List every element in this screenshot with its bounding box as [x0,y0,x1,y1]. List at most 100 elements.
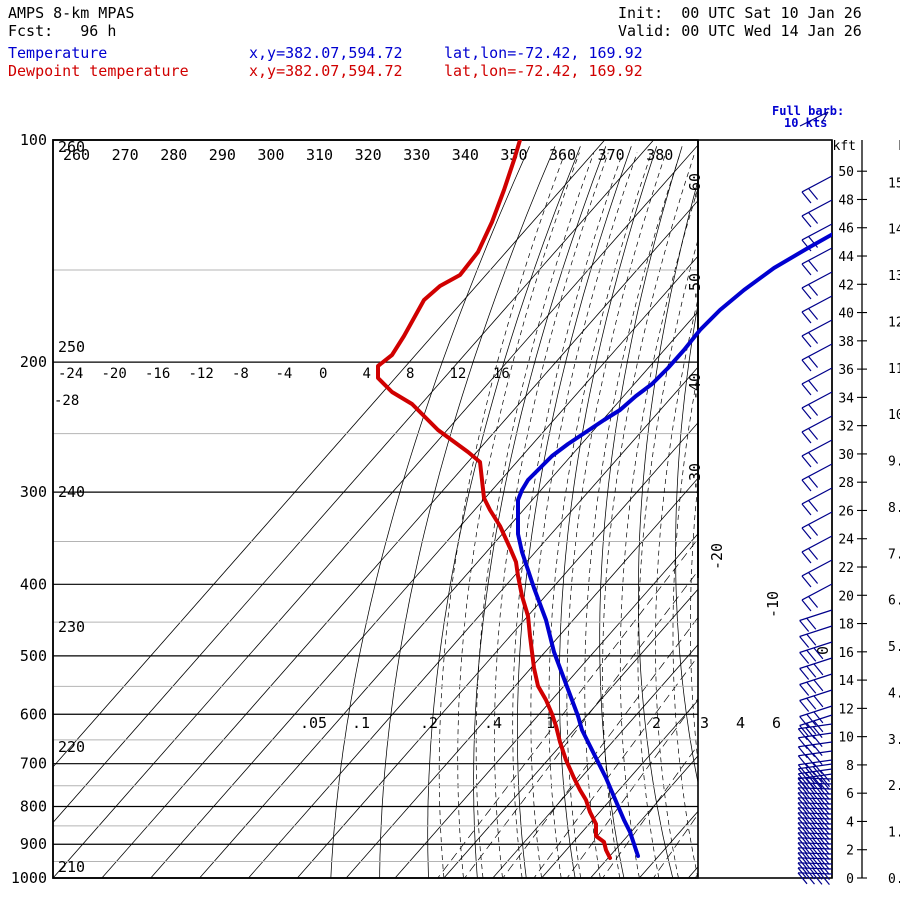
svg-text:9.: 9. [888,455,900,470]
svg-text:km: km [898,139,900,154]
svg-text:-20: -20 [102,366,127,382]
svg-text:14.: 14. [888,223,900,238]
temperature-legend: Temperature [8,44,108,62]
sounding-curves [376,140,832,860]
svg-text:46: 46 [838,222,854,237]
svg-text:0: 0 [846,872,854,887]
dewpoint-xy: x,y=382.07,594.72 [249,62,403,80]
svg-text:800: 800 [20,797,47,815]
svg-text:310: 310 [306,146,333,164]
svg-text:16: 16 [493,366,510,382]
svg-text:18: 18 [838,618,854,633]
svg-text:2: 2 [846,844,854,859]
svg-text:270: 270 [112,146,139,164]
svg-text:22: 22 [838,561,854,576]
svg-text:-12: -12 [189,366,214,382]
svg-text:6: 6 [846,787,854,802]
dry-adiabat-lines [330,146,698,878]
svg-text:44: 44 [838,250,854,265]
svg-text:16: 16 [838,646,854,661]
svg-text:-8: -8 [232,366,249,382]
valid-time: Valid: 00 UTC Wed 14 Jan 26 [618,22,862,40]
svg-text:.05: .05 [300,714,327,732]
svg-text:0.: 0. [888,872,900,887]
svg-text:280: 280 [160,146,187,164]
forecast-hour: Fcst: 96 h [8,22,117,40]
svg-text:.4: .4 [484,714,502,732]
svg-text:6: 6 [772,714,781,732]
svg-text:400: 400 [20,575,47,593]
svg-text:-4: -4 [276,366,293,382]
model-title: AMPS 8-km MPAS [8,4,135,22]
svg-text:50: 50 [838,165,854,180]
svg-text:8.: 8. [888,501,900,516]
svg-text:10: 10 [838,731,854,746]
svg-text:260: 260 [63,146,90,164]
svg-text:20: 20 [838,589,854,604]
svg-text:-16: -16 [145,366,170,382]
svg-text:40: 40 [838,307,854,322]
svg-text:100: 100 [20,131,47,149]
svg-text:13.: 13. [888,269,900,284]
svg-text:200: 200 [20,353,47,371]
svg-text:1.: 1. [888,826,900,841]
wind-barb-column[interactable] [797,111,833,885]
svg-text:28: 28 [838,476,854,491]
svg-text:8: 8 [406,366,414,382]
svg-text:8: 8 [846,759,854,774]
svg-text:11.: 11. [888,362,900,377]
svg-text:260: 260 [58,138,85,156]
svg-text:38: 38 [838,335,854,350]
svg-text:12: 12 [450,366,467,382]
svg-text:2.: 2. [888,779,900,794]
svg-text:36: 36 [838,363,854,378]
barb-legend-line2: 10 kts [784,116,828,130]
svg-text:240: 240 [58,483,85,501]
svg-text:500: 500 [20,647,47,665]
svg-text:300: 300 [257,146,284,164]
svg-text:230: 230 [58,618,85,636]
svg-text:320: 320 [355,146,382,164]
svg-text:26: 26 [838,504,854,519]
dewpoint-legend: Dewpoint temperature [8,62,189,80]
svg-text:700: 700 [20,755,47,773]
svg-text:-28: -28 [54,393,79,409]
svg-text:-10: -10 [764,591,782,618]
svg-text:.2: .2 [420,714,438,732]
svg-text:360: 360 [549,146,576,164]
svg-text:0: 0 [319,366,327,382]
svg-text:4: 4 [846,815,854,830]
svg-text:30: 30 [838,448,854,463]
svg-text:250: 250 [58,338,85,356]
svg-text:34: 34 [838,391,854,406]
isotherm-lines [53,140,698,878]
svg-text:15.: 15. [888,176,900,191]
svg-text:600: 600 [20,705,47,723]
svg-text:12.: 12. [888,315,900,330]
height-axis: kftkm02468101214161820222426283032343638… [833,139,900,887]
svg-text:300: 300 [20,483,47,501]
svg-text:48: 48 [838,193,854,208]
init-time: Init: 00 UTC Sat 10 Jan 26 [618,4,862,22]
svg-text:24: 24 [838,533,854,548]
svg-text:0: 0 [814,646,832,655]
svg-text:2: 2 [652,714,661,732]
svg-text:-60: -60 [686,173,704,200]
svg-text:5.: 5. [888,640,900,655]
barb-legend-line1: Full barb: [772,104,845,118]
svg-text:4.: 4. [888,686,900,701]
svg-text:4: 4 [736,714,745,732]
temperature-latlon: lat,lon=-72.42, 169.92 [444,44,643,62]
svg-text:290: 290 [209,146,236,164]
svg-text:kft: kft [833,139,856,154]
svg-text:330: 330 [403,146,430,164]
svg-text:220: 220 [58,738,85,756]
svg-text:42: 42 [838,278,854,293]
svg-text:3.: 3. [888,733,900,748]
svg-text:12: 12 [838,702,854,717]
svg-text:1: 1 [546,714,555,732]
svg-text:-40: -40 [686,373,704,400]
plot-frame [52,139,833,879]
temperature-xy: x,y=382.07,594.72 [249,44,403,62]
svg-text:10.: 10. [888,408,900,423]
